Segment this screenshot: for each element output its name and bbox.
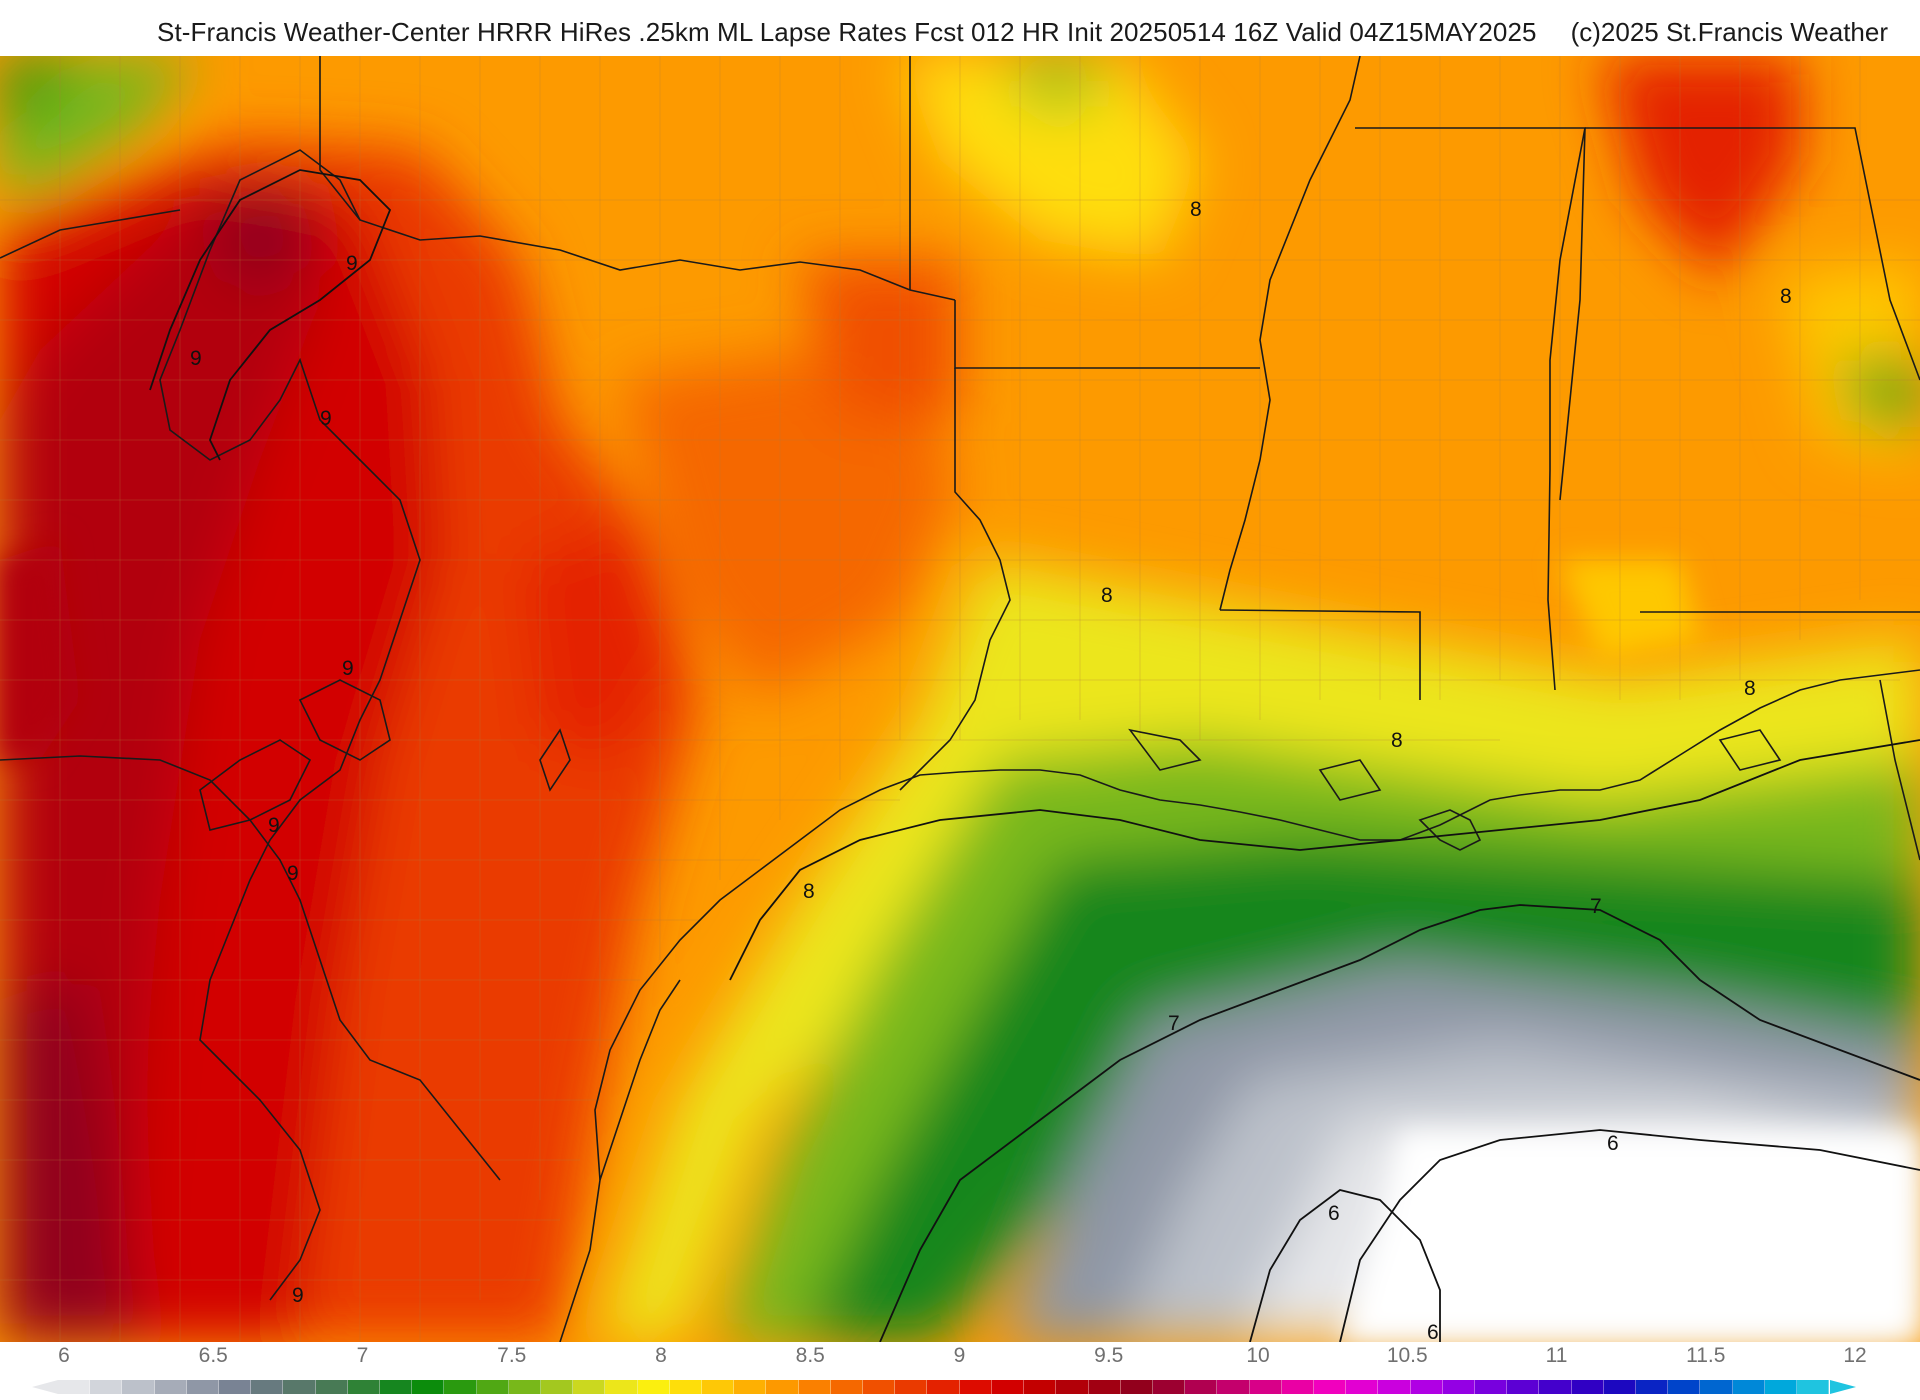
colorbar-swatch (1249, 1380, 1282, 1394)
contour-label: 6 (1607, 1132, 1619, 1155)
contour-lines (149, 169, 1920, 1342)
map-title: St-Francis Weather-Center HRRR HiRes .25… (157, 17, 1537, 47)
colorbar-swatch (58, 1380, 91, 1394)
colorbar-tick-label: 7.5 (497, 1344, 527, 1367)
contour-label: 8 (1391, 729, 1403, 752)
colorbar-swatch (283, 1380, 316, 1394)
colorbar-swatch (1539, 1380, 1572, 1394)
contour-label: 9 (268, 814, 280, 837)
colorbar-swatch (1313, 1380, 1347, 1394)
colorbar-tick-label: 7 (356, 1344, 369, 1367)
colorbar-swatch (1796, 1380, 1830, 1394)
colorbar-swatch (959, 1380, 992, 1394)
colorbar-tick-label: 9.5 (1094, 1344, 1124, 1367)
contour-labels: 9 9 9 9 9 9 9 8 8 8 8 8 8 7 7 6 6 6 (190, 198, 1792, 1342)
contour-label: 9 (346, 252, 358, 275)
colorbar-swatch (1474, 1380, 1508, 1394)
colorbar-swatch (1056, 1380, 1089, 1394)
colorbar-swatch (1024, 1380, 1057, 1394)
colorbar-swatch (1281, 1380, 1314, 1394)
lapse-rate-field (0, 56, 1920, 1342)
colorbar-tick-label: 10.5 (1386, 1344, 1428, 1367)
colorbar-tick-label: 9 (953, 1344, 966, 1367)
copyright-text: (c)2025 St.Francis Weather (1570, 17, 1888, 47)
colorbar-swatch (669, 1380, 703, 1394)
colorbar-swatch (1152, 1380, 1186, 1394)
colorbar-tick-label: 11 (1545, 1344, 1568, 1367)
colorbar-tick-label: 6 (58, 1344, 70, 1367)
colorbar-swatch (122, 1380, 155, 1394)
colorbar-swatch (1635, 1380, 1669, 1394)
colorbar-swatch (412, 1380, 445, 1394)
colorbar-swatch (927, 1380, 960, 1394)
colorbar-swatch (798, 1380, 831, 1394)
colorbar-swatch (766, 1380, 799, 1394)
colorbar-swatch (1571, 1380, 1604, 1394)
colorbar-swatch (1442, 1380, 1475, 1394)
colorbar-max-arrow (1830, 1380, 1856, 1394)
contour-label: 9 (320, 407, 332, 430)
contour-label: 6 (1427, 1321, 1439, 1342)
contour-label: 6 (1328, 1202, 1340, 1225)
colorbar-swatch (830, 1380, 864, 1394)
contour-label: 8 (1101, 584, 1113, 607)
colorbar-swatch (1603, 1380, 1636, 1394)
colorbar-swatch (637, 1380, 670, 1394)
colorbar-swatch (1185, 1380, 1218, 1394)
colorbar-swatch (1410, 1380, 1443, 1394)
colorbar-swatch (1700, 1380, 1733, 1394)
colorbar-swatch (734, 1380, 767, 1394)
colorbar-tick-label: 8 (655, 1344, 667, 1367)
colorbar-swatch (154, 1380, 187, 1394)
contour-label: 9 (342, 657, 354, 680)
contour-label: 8 (1780, 285, 1792, 308)
colorbar-swatch (476, 1380, 509, 1394)
colorbar-swatch (219, 1380, 252, 1394)
colorbar-swatch (702, 1380, 735, 1394)
colorbar-swatch (1120, 1380, 1153, 1394)
colorbar-tick-label: 6.5 (198, 1344, 228, 1367)
colorbar-tick-label: 11.5 (1686, 1344, 1726, 1367)
contour-label: 8 (803, 880, 815, 903)
colorbar-tick-label: 12 (1843, 1344, 1867, 1367)
contour-label: 8 (1190, 198, 1202, 221)
coastline (559, 669, 1920, 1342)
colorbar-tick-label: 8.5 (795, 1344, 825, 1367)
colorbar-swatch (1088, 1380, 1121, 1394)
colorbar: 6 6.5 7 7.5 8 8.5 9 9.5 10 10.5 11 11.5 12 (0, 1342, 1920, 1400)
colorbar-swatch (315, 1380, 348, 1394)
colorbar-swatch (1217, 1380, 1250, 1394)
contour-label: 7 (1590, 895, 1602, 918)
contour-label: 7 (1168, 1012, 1180, 1035)
lapse-rate-map: 9 9 9 9 9 9 9 8 8 8 8 8 8 7 7 6 6 6 (0, 56, 1920, 1342)
colorbar-swatch (1668, 1380, 1701, 1394)
contour-label: 9 (292, 1284, 304, 1307)
contour-label: 9 (287, 862, 299, 885)
contour-label: 8 (1744, 677, 1756, 700)
header: St-Francis Weather-Center HRRR HiRes .25… (0, 0, 1920, 56)
colorbar-swatch (573, 1380, 606, 1394)
colorbar-swatch (1378, 1380, 1411, 1394)
colorbar-swatch (1507, 1380, 1540, 1394)
colorbar-swatch (1764, 1380, 1797, 1394)
colorbar-swatch (895, 1380, 928, 1394)
colorbar-swatch (380, 1380, 413, 1394)
colorbar-swatches (58, 1380, 1830, 1394)
colorbar-swatch (1346, 1380, 1379, 1394)
colorbar-min-arrow (32, 1380, 58, 1394)
colorbar-swatch (863, 1380, 896, 1394)
colorbar-swatch (605, 1380, 638, 1394)
colorbar-swatch (444, 1380, 477, 1394)
colorbar-swatch (186, 1380, 220, 1394)
colorbar-swatch (508, 1380, 542, 1394)
colorbar-swatch (90, 1380, 123, 1394)
colorbar-swatch (251, 1380, 284, 1394)
county-lines (0, 56, 1920, 1342)
colorbar-swatch (541, 1380, 574, 1394)
colorbar-swatch (1732, 1380, 1765, 1394)
colorbar-swatch (991, 1380, 1025, 1394)
colorbar-tick-label: 10 (1246, 1344, 1270, 1367)
colorbar-swatch (347, 1380, 381, 1394)
contour-label: 9 (190, 347, 202, 370)
